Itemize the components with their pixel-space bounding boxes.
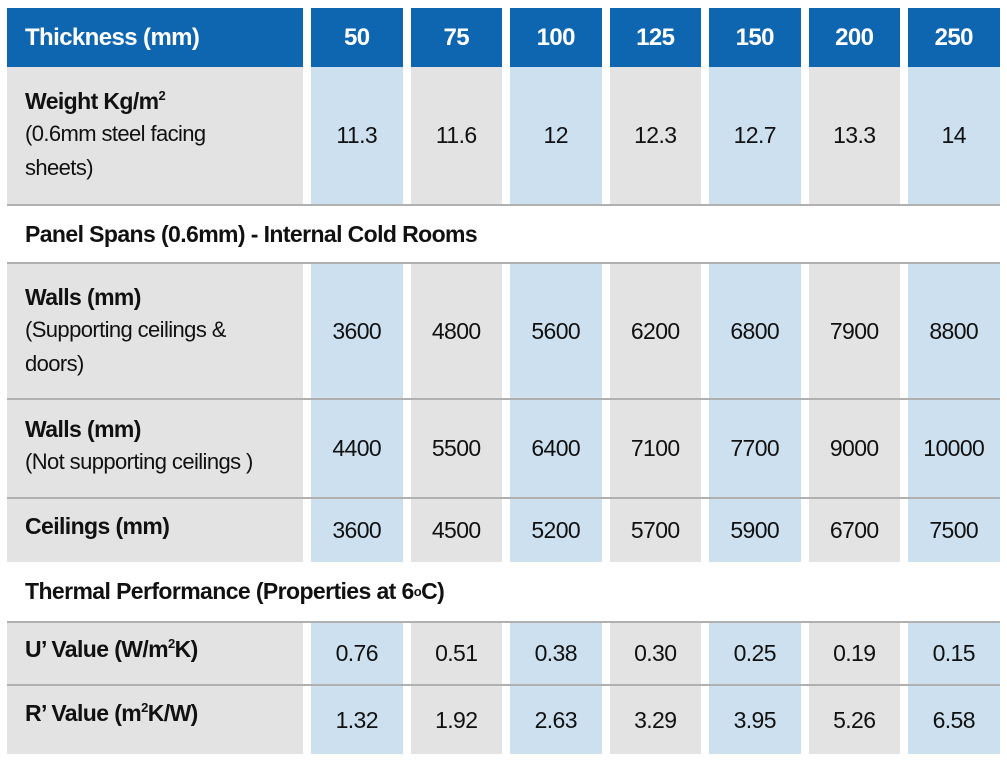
value-cell: 6400 — [510, 400, 602, 497]
header-label-text: Thickness (mm) — [25, 23, 200, 51]
header-row: Thickness (mm) 50 75 100 125 150 200 250 — [7, 8, 1000, 67]
value-cell: 4800 — [410, 264, 502, 398]
row-title: Walls (mm) — [25, 283, 141, 310]
value-cell: 0.51 — [410, 623, 502, 684]
header-thickness: 75 — [410, 8, 502, 67]
header-thickness: 250 — [908, 8, 1000, 67]
row-note: (Supporting ceilings & — [25, 316, 226, 342]
value-cell: 3.95 — [709, 686, 801, 754]
value-cell: 6700 — [808, 499, 900, 562]
row-label: U’ Value (W/m2K) — [7, 623, 303, 684]
row-note: doors) — [25, 350, 84, 376]
value-cell: 0.30 — [609, 623, 701, 684]
value-cell: 0.19 — [808, 623, 900, 684]
value-cell: 3600 — [311, 264, 403, 398]
row-divider — [7, 497, 1000, 499]
value-cell: 7700 — [709, 400, 801, 497]
value-cell: 5900 — [709, 499, 801, 562]
r-value-row: R’ Value (m2K/W) 1.32 1.92 2.63 3.29 3.95 5.2… — [7, 686, 1000, 754]
row-title: Walls (mm) — [25, 416, 141, 442]
row-label: Walls (mm) (Supporting ceilings & doors) — [7, 264, 303, 398]
row-label: Weight Kg/m2 (0.6mm steel facing sheets) — [7, 67, 303, 204]
header-thickness: 100 — [510, 8, 602, 67]
value-cell: 8800 — [908, 264, 1000, 398]
row-divider — [7, 621, 1000, 623]
value-cell: 0.25 — [709, 623, 801, 684]
value-cell: 11.6 — [410, 67, 502, 204]
walls-not-supporting-row: Walls (mm) (Not supporting ceilings ) 44… — [7, 400, 1000, 497]
value-cell: 6200 — [609, 264, 701, 398]
value-cell: 14 — [908, 67, 1000, 204]
u-value-row: U’ Value (W/m2K) 0.76 0.51 0.38 0.30 0.25 0.1… — [7, 623, 1000, 684]
value-cell: 12.3 — [609, 67, 701, 204]
value-cell: 5200 — [510, 499, 602, 562]
value-cell: 11.3 — [311, 67, 403, 204]
value-cell: 9000 — [808, 400, 900, 497]
value-cell: 7500 — [908, 499, 1000, 562]
value-cell: 12 — [510, 67, 602, 204]
row-note: (Not supporting ceilings ) — [25, 449, 253, 474]
row-title: R’ Value (m2K/W) — [25, 699, 198, 726]
value-cell: 7900 — [808, 264, 900, 398]
value-cell: 0.15 — [908, 623, 1000, 684]
value-cell: 5500 — [410, 400, 502, 497]
value-cell: 5600 — [510, 264, 602, 398]
header-thickness: 150 — [709, 8, 801, 67]
value-cell: 13.3 — [808, 67, 900, 204]
row-title: U’ Value (W/m2K) — [25, 636, 198, 662]
value-cell: 1.32 — [311, 686, 403, 754]
row-label: Walls (mm) (Not supporting ceilings ) — [7, 400, 303, 497]
value-cell: 5.26 — [808, 686, 900, 754]
value-cell: 3.29 — [609, 686, 701, 754]
row-divider — [7, 262, 1000, 264]
value-cell: 0.76 — [311, 623, 403, 684]
value-cell: 7100 — [609, 400, 701, 497]
section-heading: Thermal Performance (Properties at 6 o C) — [25, 578, 445, 604]
value-cell: 3600 — [311, 499, 403, 562]
row-divider — [7, 204, 1000, 206]
panel-spec-table: Thickness (mm) 50 75 100 125 150 200 250… — [7, 8, 1000, 754]
header-thickness: 200 — [808, 8, 900, 67]
value-cell: 5700 — [609, 499, 701, 562]
value-cell: 0.38 — [510, 623, 602, 684]
row-title: Ceilings (mm) — [25, 513, 170, 539]
weight-row: Weight Kg/m2 (0.6mm steel facing sheets)… — [7, 67, 1000, 204]
value-cell: 6800 — [709, 264, 801, 398]
header-label: Thickness (mm) — [7, 8, 303, 67]
walls-supporting-row: Walls (mm) (Supporting ceilings & doors)… — [7, 264, 1000, 398]
section-heading: Panel Spans (0.6mm) - Internal Cold Room… — [25, 220, 478, 247]
row-label: Ceilings (mm) — [7, 499, 303, 562]
value-cell: 4400 — [311, 400, 403, 497]
row-divider — [7, 398, 1000, 400]
row-divider — [7, 684, 1000, 686]
value-cell: 6.58 — [908, 686, 1000, 754]
header-thickness: 50 — [311, 8, 403, 67]
row-note: (0.6mm steel facing — [25, 121, 206, 146]
header-thickness: 125 — [609, 8, 701, 67]
ceilings-row: Ceilings (mm) 3600 4500 5200 5700 5900 6700 75… — [7, 499, 1000, 562]
value-cell: 1.92 — [410, 686, 502, 754]
value-cell: 2.63 — [510, 686, 602, 754]
row-title: Weight Kg/m2 — [25, 88, 166, 114]
row-label: R’ Value (m2K/W) — [7, 686, 303, 754]
row-note: sheets) — [25, 155, 94, 180]
value-cell: 4500 — [410, 499, 502, 562]
value-cell: 10000 — [908, 400, 1000, 497]
value-cell: 12.7 — [709, 67, 801, 204]
